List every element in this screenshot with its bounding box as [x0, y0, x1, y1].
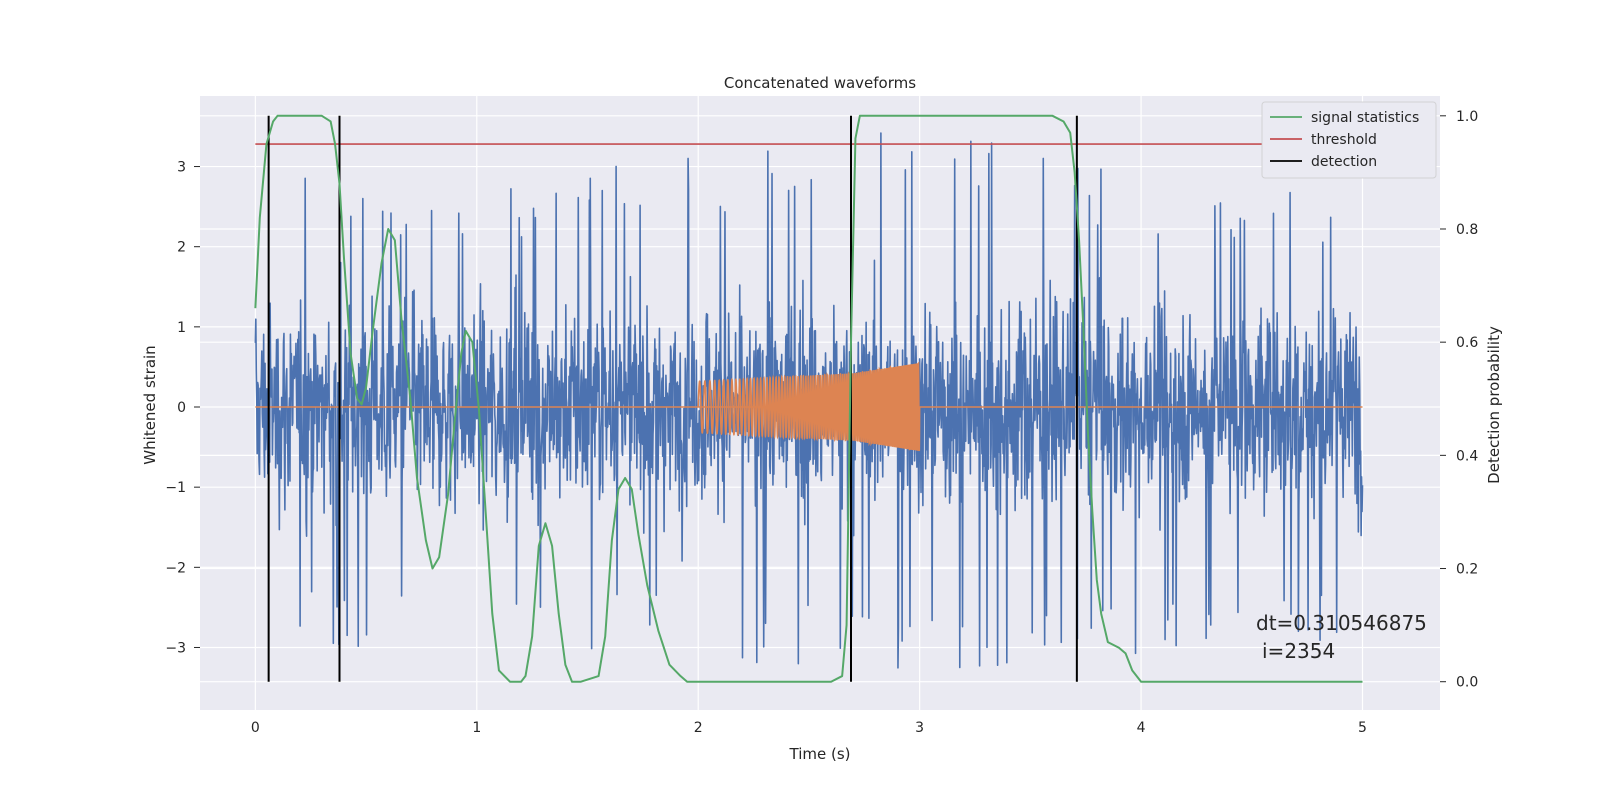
strain-series-layer — [254, 132, 1364, 669]
y2-tick-label: 1.0 — [1456, 109, 1478, 125]
x-tick-label: 3 — [915, 720, 924, 736]
x-tick-label: 2 — [694, 720, 703, 736]
chirp-series-line — [697, 361, 921, 452]
i-annotation: i=2354 — [1262, 639, 1335, 663]
y-tick-label: 3 — [177, 160, 186, 176]
x-axis-label: Time (s) — [789, 745, 851, 763]
signal-statistics-line — [254, 114, 1363, 683]
legend: signal statistics threshold detection — [1261, 101, 1437, 179]
y2-tick-label: 0.8 — [1456, 222, 1478, 238]
chirp-series-layer — [255, 361, 1363, 452]
y-tick-label: 2 — [177, 240, 186, 256]
y-axis-label: Whitened strain — [141, 345, 159, 464]
y2-tick-label: 0.2 — [1456, 562, 1478, 578]
y2-tick-label: 0.4 — [1456, 448, 1478, 464]
x-tick-label: 4 — [1137, 720, 1146, 736]
legend-box — [1261, 101, 1437, 179]
legend-label-detection: detection — [1311, 154, 1377, 170]
y-tick-label: −1 — [165, 480, 186, 496]
legend-label-signal-statistics: signal statistics — [1311, 110, 1419, 126]
y2-axis-label: Detection probability — [1485, 326, 1503, 484]
chart-title: Concatenated waveforms — [724, 74, 916, 92]
y-tick-label: −3 — [165, 640, 186, 656]
legend-label-threshold: threshold — [1311, 132, 1377, 148]
y-tick-label: −2 — [165, 560, 186, 576]
dt-annotation: dt=0.310546875 — [1256, 611, 1427, 635]
y2-tick-label: 0.6 — [1456, 335, 1478, 351]
y2-tick-label: 0.0 — [1456, 675, 1478, 691]
x-tick-label: 1 — [472, 720, 481, 736]
y-tick-label: 0 — [177, 400, 186, 416]
strain-series-line — [254, 132, 1364, 669]
x-tick-label: 0 — [251, 720, 260, 736]
x-tick-label: 5 — [1358, 720, 1367, 736]
probability-series-layer — [254, 114, 1385, 683]
tick-labels: 0 1 2 3 4 5 −3 −2 −1 0 1 2 3 0.0 0.2 0.4 0.6 0.8 1.0 — [165, 109, 1478, 736]
y-tick-label: 1 — [177, 320, 186, 336]
